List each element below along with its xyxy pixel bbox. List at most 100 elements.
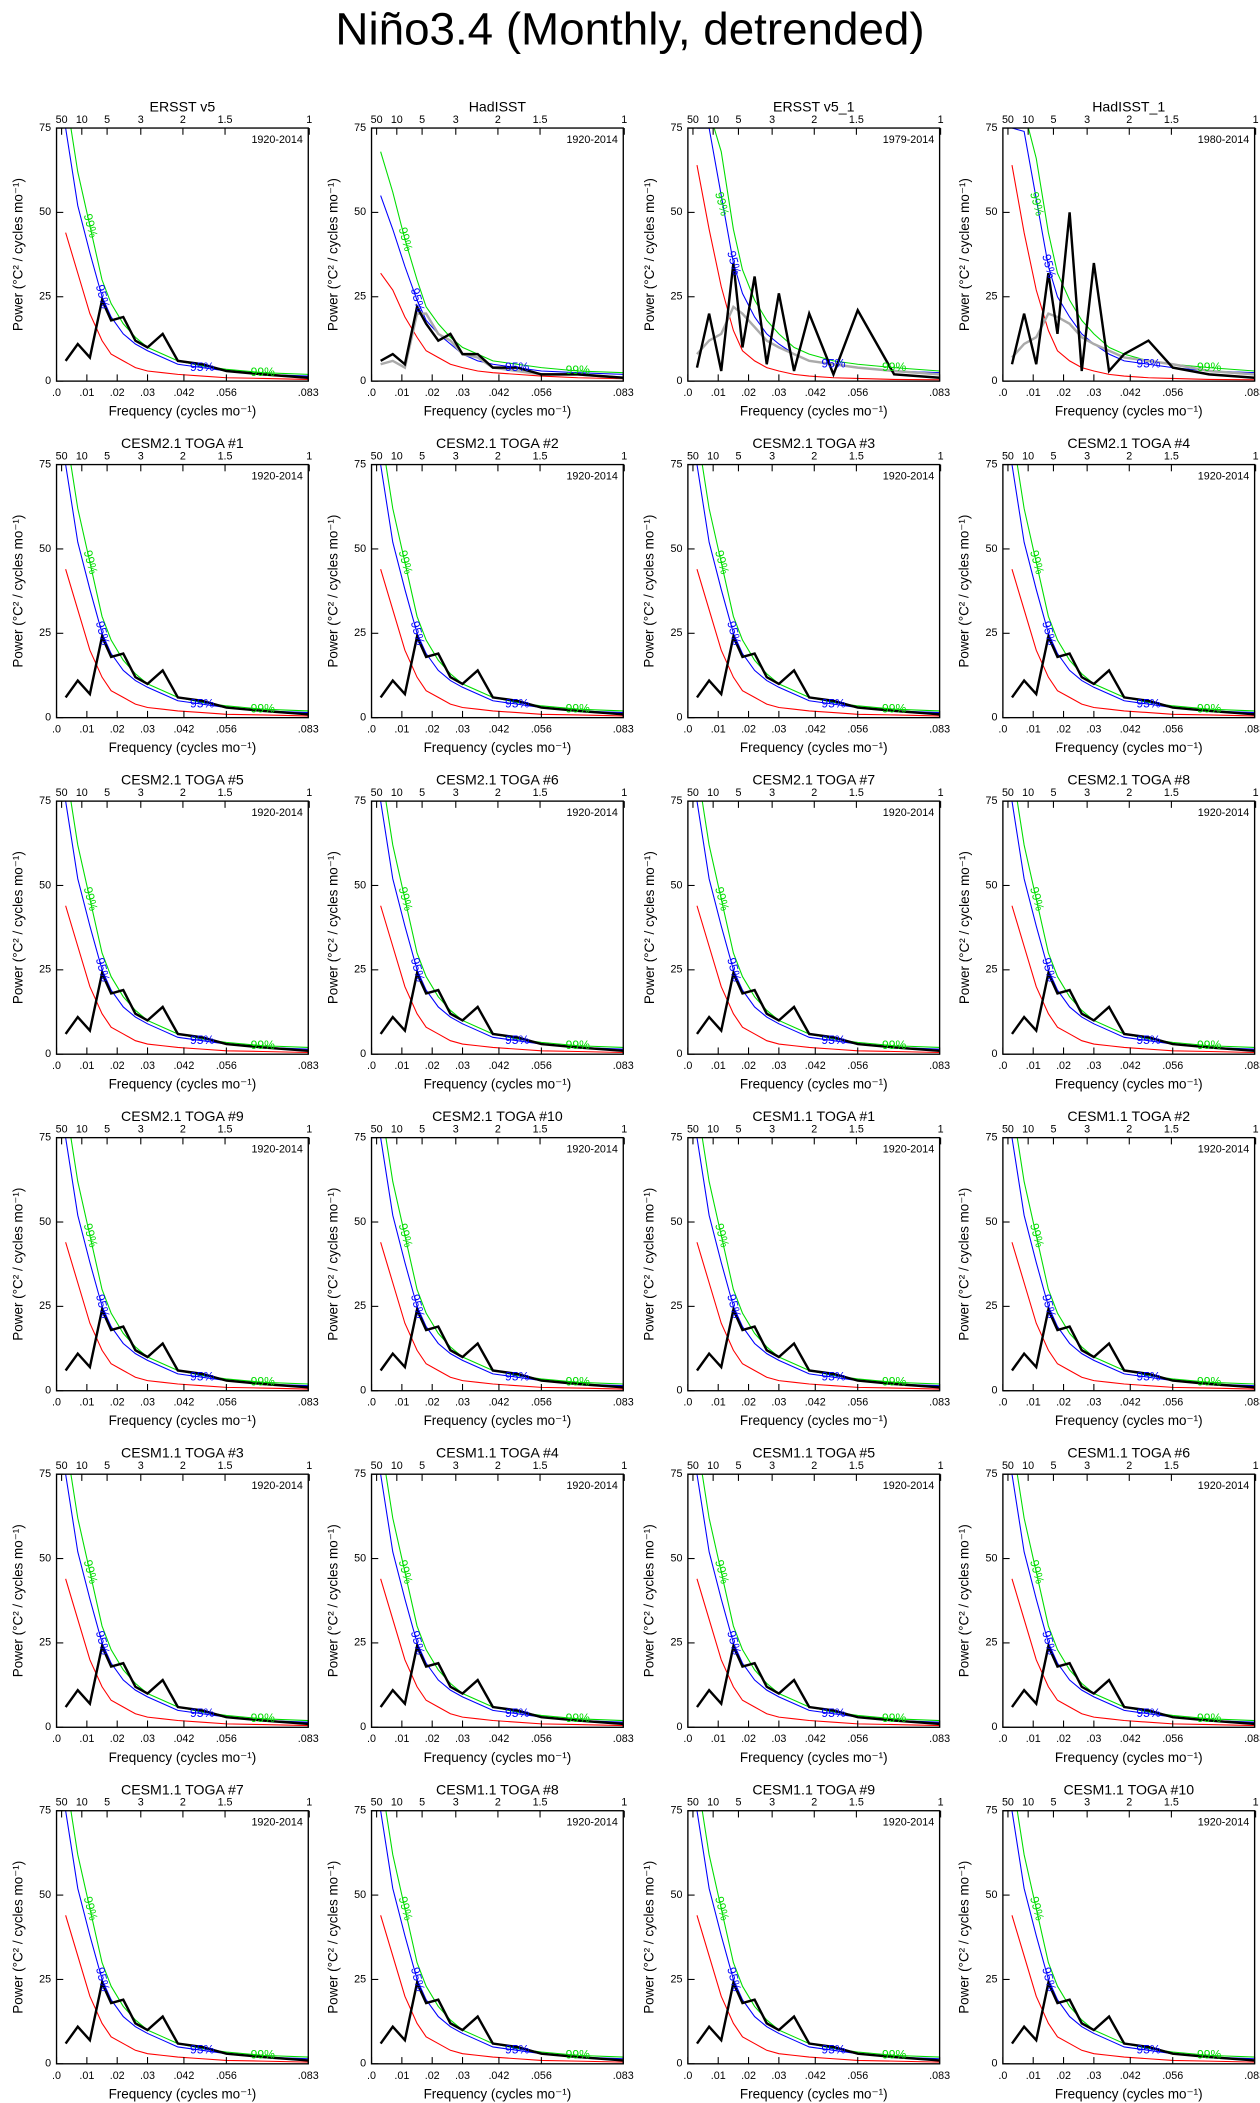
x-tick-label: .02 bbox=[425, 724, 440, 736]
top-tick-label: 5 bbox=[1050, 1460, 1056, 1472]
curve-label: 95% bbox=[93, 620, 113, 647]
series-line bbox=[696, 1978, 940, 2062]
curve-label: 99% bbox=[396, 226, 416, 253]
top-tick-label: 1.5 bbox=[533, 450, 548, 462]
x-tick-label: .042 bbox=[488, 1060, 509, 1072]
curve-label: 95% bbox=[505, 1033, 529, 1047]
series-line bbox=[696, 569, 940, 717]
top-tick-label: 2 bbox=[811, 450, 817, 462]
top-tick-label: 1 bbox=[621, 1123, 627, 1135]
top-tick-label: 2 bbox=[180, 1796, 186, 1808]
y-tick-label: 75 bbox=[354, 458, 366, 470]
top-tick-label: 2 bbox=[495, 1796, 501, 1808]
series-line bbox=[64, 296, 309, 379]
top-tick-label: 3 bbox=[453, 787, 459, 799]
x-tick-label: .02 bbox=[425, 1733, 440, 1745]
x-tick-label: .03 bbox=[771, 724, 786, 736]
series-line bbox=[696, 905, 940, 1054]
x-axis-label: Frequency (cycles mo⁻¹) bbox=[109, 740, 257, 755]
top-tick-label: 1 bbox=[938, 450, 944, 462]
curve-label: 95% bbox=[724, 249, 744, 276]
curve-label: 99% bbox=[1197, 1711, 1221, 1725]
panel-title: CESM2.1 TOGA #4 bbox=[1067, 435, 1190, 451]
annotation: 1920-2014 bbox=[1198, 807, 1249, 819]
panel-title: CESM2.1 TOGA #9 bbox=[121, 1108, 244, 1124]
y-tick-label: 25 bbox=[354, 1637, 366, 1649]
top-tick-label: 2 bbox=[1126, 1460, 1132, 1472]
curve-label: 99% bbox=[566, 363, 590, 377]
series-line bbox=[696, 1578, 940, 1727]
y-tick-label: 25 bbox=[39, 1637, 51, 1649]
plot-area bbox=[64, 128, 309, 380]
top-tick-label: 10 bbox=[391, 1796, 403, 1808]
curve-label: 95% bbox=[1039, 620, 1059, 647]
annotation: 1920-2014 bbox=[566, 134, 617, 146]
series-line bbox=[1011, 569, 1255, 717]
curve-label: 95% bbox=[821, 1706, 845, 1720]
y-tick-label: 75 bbox=[354, 122, 366, 134]
y-tick-label: 0 bbox=[360, 711, 366, 723]
curve-label: 95% bbox=[1136, 1706, 1160, 1720]
y-tick-label: 25 bbox=[354, 1300, 366, 1312]
curve-label: 99% bbox=[712, 1558, 732, 1585]
x-tick-label: .03 bbox=[771, 1733, 786, 1745]
top-tick-label: 50 bbox=[1002, 787, 1014, 799]
x-tick-label: .01 bbox=[711, 1733, 726, 1745]
top-tick-label: 10 bbox=[391, 450, 403, 462]
x-tick-label: .056 bbox=[847, 2070, 868, 2082]
x-tick-label: .056 bbox=[847, 1397, 868, 1409]
plot-frame bbox=[370, 1136, 624, 1392]
x-tick-label: .056 bbox=[216, 1397, 237, 1409]
series-line bbox=[696, 1242, 940, 1390]
y-axis-label: Power (°C² / cycles mo⁻¹) bbox=[325, 1861, 340, 2014]
panel-title: CESM1.1 TOGA #9 bbox=[752, 1781, 875, 1797]
plot-frame bbox=[687, 1810, 941, 2065]
curve-label: 99% bbox=[396, 1895, 416, 1922]
curve-label: 99% bbox=[882, 1711, 906, 1725]
top-tick-label: 10 bbox=[391, 1123, 403, 1135]
series-line bbox=[64, 1642, 309, 1726]
top-tick-label: 5 bbox=[735, 787, 741, 799]
y-tick-label: 50 bbox=[39, 543, 51, 555]
y-tick-label: 25 bbox=[671, 627, 683, 639]
panel-title: CESM2.1 TOGA #6 bbox=[436, 772, 559, 788]
y-tick-label: 75 bbox=[671, 122, 683, 134]
x-tick-label: .083 bbox=[929, 724, 950, 736]
x-tick-label: .056 bbox=[1162, 1060, 1183, 1072]
series-line bbox=[64, 969, 309, 1053]
x-axis-label: Frequency (cycles mo⁻¹) bbox=[740, 1413, 888, 1428]
top-tick-label: 3 bbox=[138, 787, 144, 799]
plot-area bbox=[64, 801, 309, 1054]
x-axis-label: Frequency (cycles mo⁻¹) bbox=[109, 1077, 257, 1092]
x-axis-label: Frequency (cycles mo⁻¹) bbox=[109, 1750, 257, 1765]
top-tick-label: 2 bbox=[180, 1123, 186, 1135]
x-tick-label: .0 bbox=[367, 1060, 376, 1072]
top-tick-label: 1.5 bbox=[533, 1460, 548, 1472]
y-axis-label: Power (°C² / cycles mo⁻¹) bbox=[10, 1188, 25, 1341]
top-tick-label: 10 bbox=[391, 114, 403, 126]
y-tick-label: 75 bbox=[671, 1468, 683, 1480]
x-tick-label: .042 bbox=[488, 387, 509, 399]
y-tick-label: 0 bbox=[45, 2058, 51, 2070]
series-line bbox=[1011, 1810, 1255, 2060]
y-tick-label: 75 bbox=[671, 795, 683, 807]
series-line bbox=[380, 1474, 624, 1723]
series-line bbox=[1011, 969, 1255, 1053]
x-tick-label: .083 bbox=[298, 724, 319, 736]
curve-label: 99% bbox=[396, 885, 416, 912]
y-axis-label: Power (°C² / cycles mo⁻¹) bbox=[642, 1188, 657, 1341]
top-tick-label: 3 bbox=[453, 450, 459, 462]
series-line bbox=[380, 569, 624, 717]
top-tick-label: 5 bbox=[1050, 450, 1056, 462]
curve-label: 99% bbox=[1027, 549, 1047, 576]
series-line bbox=[696, 1642, 940, 1726]
y-tick-label: 0 bbox=[45, 1048, 51, 1060]
x-tick-label: .042 bbox=[173, 1397, 194, 1409]
top-tick-label: 10 bbox=[391, 1460, 403, 1472]
curve-label: 95% bbox=[724, 1629, 744, 1656]
top-tick-label: 1 bbox=[1253, 1796, 1259, 1808]
series-line bbox=[380, 1578, 624, 1727]
top-tick-label: 2 bbox=[495, 1460, 501, 1472]
y-tick-label: 0 bbox=[677, 711, 683, 723]
top-tick-label: 5 bbox=[419, 1796, 425, 1808]
